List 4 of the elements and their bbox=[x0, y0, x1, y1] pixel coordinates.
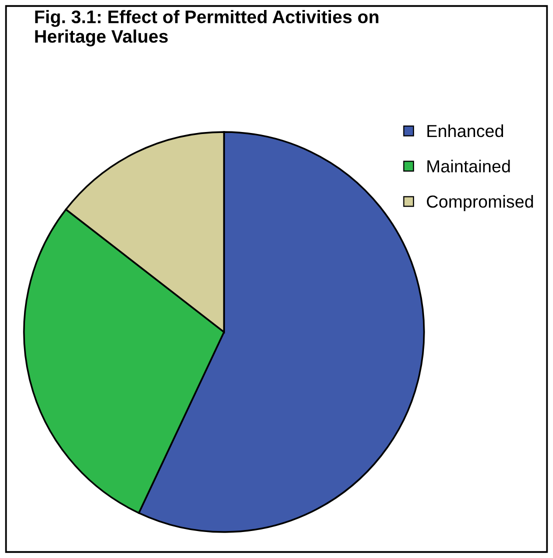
legend-label: Compromised bbox=[426, 194, 533, 212]
chart-title: Fig. 3.1: Effect of Permitted Activities on Heritage Values bbox=[35, 10, 378, 46]
legend-label: Enhanced bbox=[427, 124, 504, 138]
legend-label: Maintained bbox=[427, 160, 510, 172]
